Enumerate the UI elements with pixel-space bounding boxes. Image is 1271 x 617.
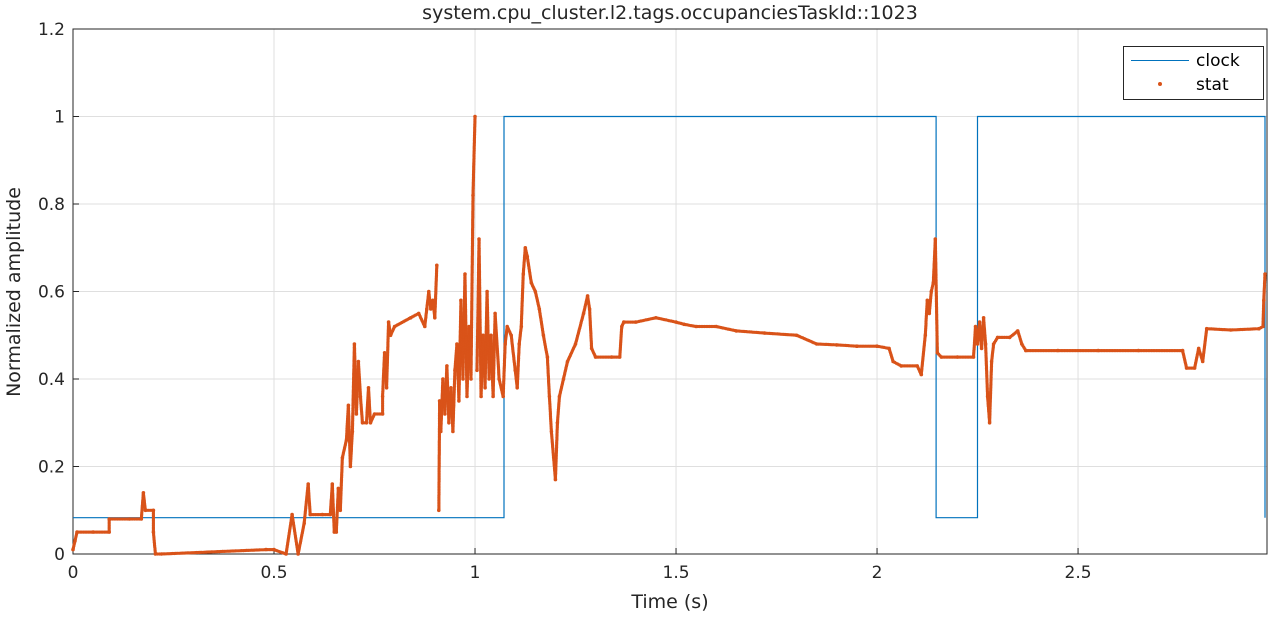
series-stat	[71, 114, 1267, 556]
y-tick-label: 0.8	[38, 195, 65, 215]
stat-point	[435, 263, 439, 268]
x-tick-label: 2.5	[1065, 563, 1092, 583]
y-axis-label: Normalized amplitude	[3, 187, 25, 397]
x-tick-label: 2	[872, 563, 883, 583]
axis-ticks: 0 0.5 1 1.5 2 2.5 0 0.2 0.4 0.6 0.8 1 1.2	[38, 20, 1092, 583]
y-tick-label: 0	[54, 545, 65, 565]
x-tick-label: 1.5	[663, 563, 690, 583]
x-axis-label: Time (s)	[631, 591, 709, 613]
y-tick-label: 0.2	[38, 458, 65, 478]
legend-label-clock: clock	[1196, 51, 1240, 71]
legend-item-clock: clock	[1124, 49, 1263, 73]
x-tick-label: 1	[470, 563, 481, 583]
chart-title: system.cpu_cluster.l2.tags.occupanciesTa…	[422, 2, 918, 24]
series-layer	[71, 114, 1267, 556]
stat-point	[1263, 272, 1267, 276]
stat-point	[473, 114, 477, 119]
legend-line-swatch	[1131, 60, 1189, 61]
clock-line	[73, 115, 1266, 519]
y-tick-label: 1	[54, 108, 65, 128]
y-tick-label: 1.2	[38, 20, 65, 40]
x-tick-label: 0	[68, 563, 79, 583]
x-tick-label: 0.5	[260, 563, 287, 583]
series-clock	[73, 115, 1266, 519]
legend: clock stat	[1123, 46, 1264, 100]
legend-item-stat: stat	[1124, 73, 1263, 97]
y-tick-label: 0.6	[38, 283, 65, 303]
y-tick-label: 0.4	[38, 370, 65, 390]
grid-lines	[72, 28, 1267, 555]
legend-label-stat: stat	[1196, 75, 1229, 95]
